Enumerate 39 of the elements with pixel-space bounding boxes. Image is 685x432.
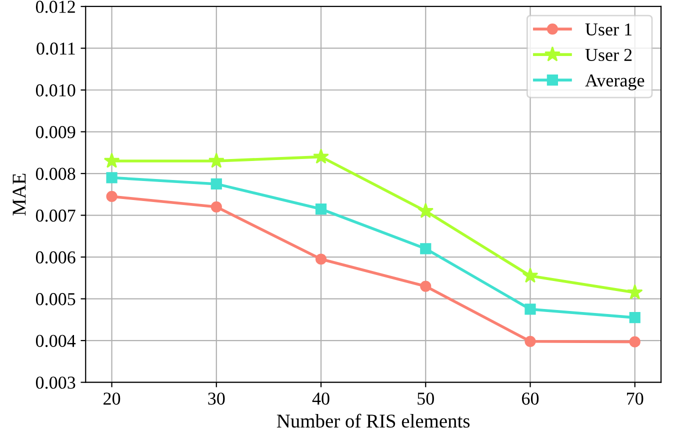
y-tick-label: 0.010 (36, 84, 76, 97)
point (629, 312, 640, 324)
point (208, 152, 224, 168)
point (313, 148, 329, 164)
point (210, 201, 222, 212)
y-tick-label: 0.003 (36, 376, 76, 389)
point (106, 190, 118, 202)
legend-label: User 2 (585, 48, 632, 62)
point (315, 203, 327, 215)
point (629, 336, 640, 348)
y-tick-label: 0.012 (36, 0, 75, 13)
point (522, 268, 538, 283)
x-axis-title: Number of RIS elements (276, 414, 470, 428)
point (524, 336, 536, 347)
y-tick-label: 0.008 (36, 168, 76, 180)
x-tick-label: 70 (627, 392, 644, 405)
point (104, 152, 120, 168)
point (420, 243, 432, 254)
legend-label: User 1 (585, 23, 632, 36)
x-tick-label: 60 (522, 392, 539, 405)
y-tick-label: 0.011 (36, 42, 75, 55)
x-tick-label: 20 (104, 392, 120, 405)
point (524, 304, 536, 315)
y-tick-label: 0.009 (36, 126, 76, 138)
point (626, 284, 643, 300)
point (210, 178, 222, 190)
y-tick-label: 0.005 (36, 293, 76, 306)
y-tick-label: 0.007 (36, 210, 76, 222)
point (315, 254, 327, 265)
y-axis-title: MAE (12, 174, 26, 216)
x-tick-label: 50 (418, 392, 434, 405)
y-tick-label: 0.004 (36, 334, 76, 348)
legend-label: Average (585, 74, 644, 90)
point (420, 280, 432, 292)
point (418, 202, 434, 218)
point (106, 172, 118, 184)
x-tick-label: 40 (312, 392, 330, 405)
x-tick-label: 30 (208, 392, 225, 405)
y-tick-label: 0.006 (36, 251, 76, 264)
